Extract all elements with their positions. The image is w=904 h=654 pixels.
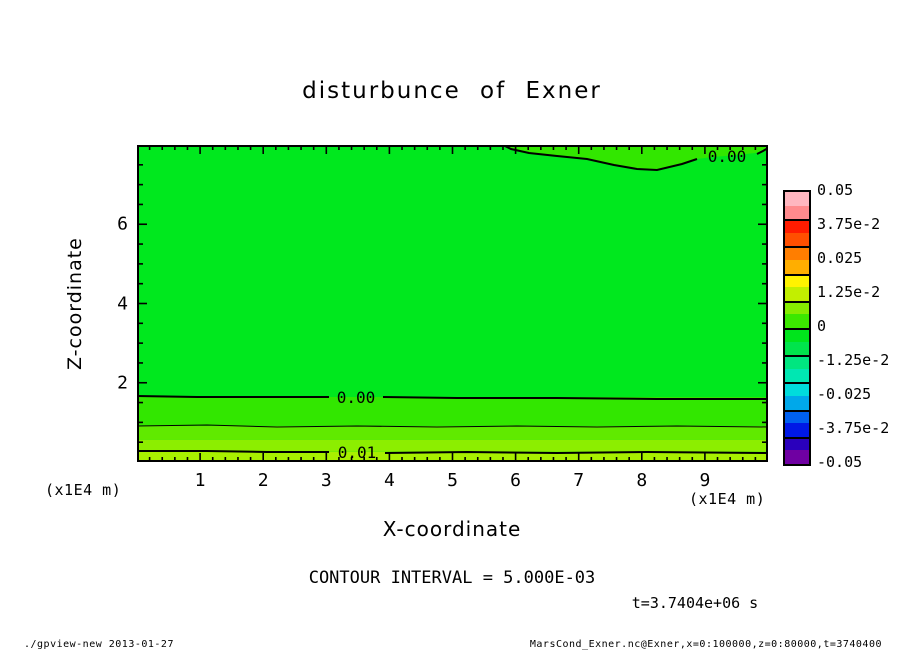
x-axis-unit-label: (x1E4 m) (689, 490, 766, 508)
colorbar-tick-label-0: 0 (817, 317, 827, 335)
band-0.0075to0.01 (137, 439, 768, 452)
plot-area: 0.00 0.00 0.01 (136, 145, 769, 462)
band-0.005to0.0075 (137, 425, 768, 440)
y-tick-label-4: 4 (117, 293, 128, 314)
contour-label-lower-zero: 0.00 (337, 388, 376, 407)
x-tick-label-1: 1 (194, 470, 206, 491)
contour-0.01-right (384, 450, 769, 455)
x-tick-label-9: 9 (699, 470, 711, 491)
contour-0.01-left (137, 450, 329, 453)
colorbar-segment-10 (785, 327, 809, 342)
contour-0.00-upper (504, 145, 698, 172)
colorbar-segment-5 (785, 259, 809, 274)
colorbar-segment-7 (785, 287, 809, 301)
colorbar-segment-13 (785, 368, 809, 383)
contour-interval-annotation: CONTOUR INTERVAL = 5.000E-03 (308, 568, 596, 588)
colorbar-segment-15 (785, 395, 809, 410)
y-tick-label-2: 2 (117, 372, 128, 394)
x-tick-label-2: 2 (257, 470, 269, 491)
colorbar-segment-8 (785, 300, 809, 315)
colorbar-segment-3 (785, 232, 809, 247)
colorbar-segment-9 (785, 314, 809, 328)
colorbar-segment-12 (785, 355, 809, 369)
colorbar-tick-label-0.025: 0.025 (817, 249, 863, 267)
x-tick-label-3: 3 (320, 470, 332, 491)
contour-plot-canvas: 0.00 0.00 0.01 (136, 145, 769, 462)
colorbar-segment-0 (785, 192, 809, 206)
x-tick-label-5: 5 (447, 470, 458, 491)
contour-label-upper-zero: 0.00 (708, 147, 747, 166)
colorbar-segment-16 (785, 409, 809, 424)
y-tick-label-6: 6 (117, 213, 128, 235)
colorbar-segment-11 (785, 341, 809, 356)
x-tick-label-4: 4 (383, 470, 395, 491)
y-axis-title: Z-coordinate (64, 237, 86, 370)
plot-frame-border (137, 145, 768, 462)
y-axis-unit-label: (x1E4 m) (45, 481, 122, 499)
colorbar-tick-label--3.75e-2: -3.75e-2 (817, 419, 890, 437)
colorbar-segment-18 (785, 436, 809, 451)
band-0to0.005 (137, 397, 768, 426)
x-tick-label-7: 7 (573, 470, 585, 491)
colorbar-segment-19 (785, 450, 809, 464)
colorbar-segment-6 (785, 273, 809, 288)
footer-command: ./gpview-new 2013-01-27 (24, 639, 174, 650)
x-tick-label-8: 8 (636, 470, 648, 491)
footer-datasource: MarsCond_Exner.nc@Exner,x=0:100000,z=0:8… (529, 639, 882, 650)
colorbar-segment-2 (785, 219, 809, 233)
colorbar-segment-4 (785, 246, 809, 260)
colorbar-segment-17 (785, 423, 809, 437)
colorbar (783, 190, 811, 466)
colorbar-segment-1 (785, 205, 809, 220)
colorbar-tick-label-1.25e-2: 1.25e-2 (817, 283, 881, 301)
contour-0.005 (136, 424, 769, 428)
time-annotation: t=3.7404e+06 s (631, 594, 759, 612)
colorbar-tick-label--0.025: -0.025 (817, 385, 872, 403)
colorbar-segment-14 (785, 382, 809, 396)
colorbar-tick-label--0.05: -0.05 (817, 453, 863, 471)
contour-label-001: 0.01 (338, 443, 377, 462)
colorbar-tick-label-0.05: 0.05 (817, 181, 854, 199)
colorbar-tick-label--1.25e-2: -1.25e-2 (817, 351, 890, 369)
contour-0.00-lower (136, 395, 329, 398)
colorbar-tick-label-3.75e-2: 3.75e-2 (817, 215, 881, 233)
field-band-above-zero-contour (505, 145, 768, 170)
x-tick-label-6: 6 (510, 470, 522, 491)
contour-0.00-lower-right (382, 396, 768, 400)
x-axis-title: X-coordinate (382, 517, 522, 541)
chart-title: disturbunce of Exner (302, 78, 602, 104)
